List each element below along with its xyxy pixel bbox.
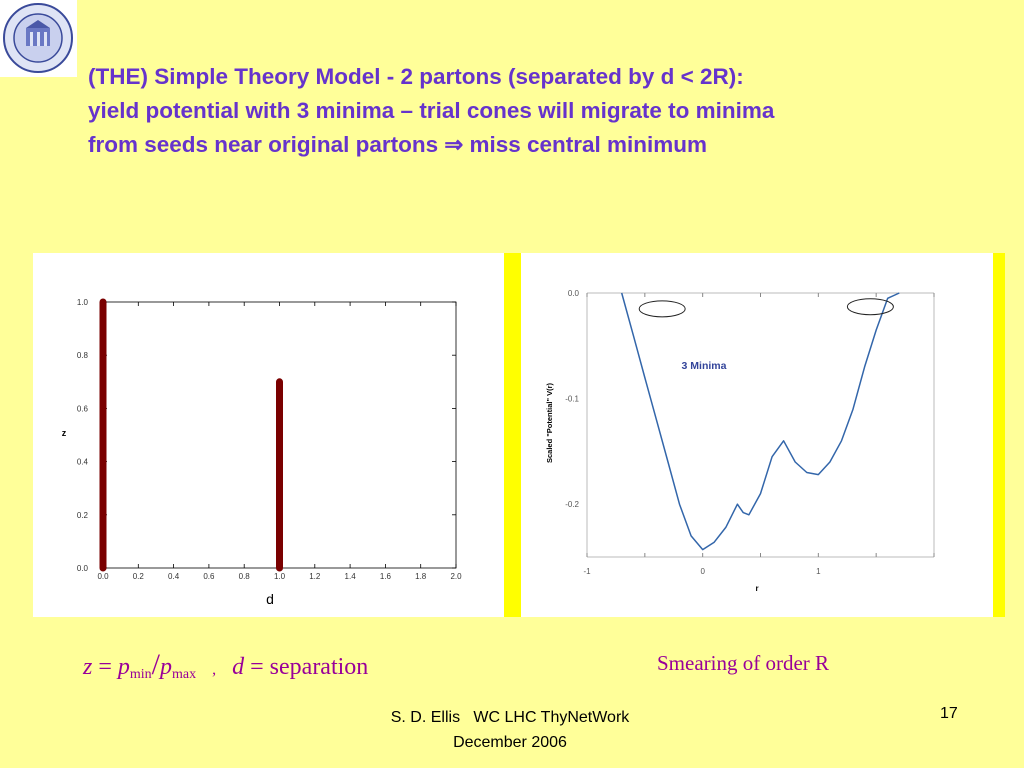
footer-credit: S. D. Ellis WC LHC ThyNetWork December 2… — [340, 705, 680, 755]
potential-chart: -1 0 1 0.0 -0.1 -0.2 r Scaled "Potential" V(r) 3… — [545, 289, 935, 593]
x-axis-label: r — [755, 584, 758, 593]
x-tick-label: 1.2 — [309, 572, 321, 581]
y-tick-label: 0.0 — [568, 289, 580, 298]
x-tick-label: 1.6 — [380, 572, 392, 581]
x-tick-label: 0.2 — [133, 572, 145, 581]
formula-sub-min: min — [129, 667, 152, 682]
x-tick-label: 2.0 — [450, 572, 462, 581]
chart-annotation-3-minima: 3 Minima — [682, 360, 727, 372]
x-tick-label: 1.8 — [415, 572, 427, 581]
potential-curve — [620, 292, 900, 551]
formula-d: d — [232, 654, 245, 680]
yellow-divider-bar — [504, 253, 521, 617]
y-tick-label: 0.6 — [77, 404, 89, 413]
x-tick-label: 1 — [816, 567, 821, 576]
z-definition-formula: z = pmin/pmax , d = separation — [83, 648, 368, 683]
formula-z: z — [83, 654, 93, 680]
footer-line-2: December 2006 — [453, 734, 567, 751]
formula-p-max: p — [160, 654, 173, 680]
x-tick-label: 1.4 — [345, 572, 357, 581]
y-tick-label: 0.0 — [77, 564, 89, 573]
title-line-1: (THE) Simple Theory Model - 2 partons (s… — [88, 64, 744, 89]
x-tick-label: -1 — [583, 567, 591, 576]
y-tick-label: -0.1 — [565, 395, 579, 404]
parton-z-chart-panel: 0.0 0.2 0.4 0.6 0.8 1.0 1.2 1.4 1.6 1.8 2.0 0.0 0.2 0… — [33, 253, 504, 617]
slide-title: (THE) Simple Theory Model - 2 partons (s… — [88, 60, 988, 162]
yellow-right-bar — [993, 253, 1005, 617]
x-tick-label: 0.6 — [203, 572, 215, 581]
page-number: 17 — [940, 705, 958, 722]
y-tick-label: 1.0 — [77, 298, 89, 307]
formula-sub-max: max — [172, 667, 197, 682]
seed-ellipse-right — [846, 298, 894, 316]
y-tick-label: 0.8 — [77, 351, 89, 360]
smearing-label: Smearing of order R — [657, 651, 830, 675]
y-tick-label: 0.2 — [77, 511, 89, 520]
y-axis-label: z — [62, 428, 67, 438]
y-axis-label: Scaled "Potential" V(r) — [545, 382, 554, 463]
x-tick-label: 1.0 — [274, 572, 286, 581]
formula-p-min: p — [117, 654, 130, 680]
university-seal-logo — [0, 0, 77, 77]
x-tick-label: 0.8 — [239, 572, 251, 581]
formula-separation: separation — [269, 654, 369, 680]
title-line-2: yield potential with 3 minima – trial co… — [88, 98, 775, 123]
formula-slash: / — [151, 648, 161, 681]
x-tick-label: 0 — [700, 567, 705, 576]
formula-comma: , — [212, 661, 217, 678]
title-line-3: from seeds near original partons ⇒ miss … — [88, 132, 708, 157]
parton-z-chart: 0.0 0.2 0.4 0.6 0.8 1.0 1.2 1.4 1.6 1.8 2.0 0.0 0.2 0… — [62, 298, 462, 607]
formula-equals-2: = — [250, 654, 264, 680]
x-tick-label: 0.0 — [97, 572, 109, 581]
x-axis-label: d — [266, 591, 274, 607]
footer-line-1: S. D. Ellis WC LHC ThyNetWork — [390, 709, 630, 726]
potential-chart-panel: -1 0 1 0.0 -0.1 -0.2 r Scaled "Potential" V(r) 3… — [521, 253, 993, 617]
x-tick-label: 0.4 — [168, 572, 180, 581]
formula-equals: = — [98, 654, 112, 680]
y-tick-label: -0.2 — [565, 500, 579, 509]
y-tick-label: 0.4 — [77, 458, 89, 467]
seed-ellipse-left — [638, 300, 686, 318]
